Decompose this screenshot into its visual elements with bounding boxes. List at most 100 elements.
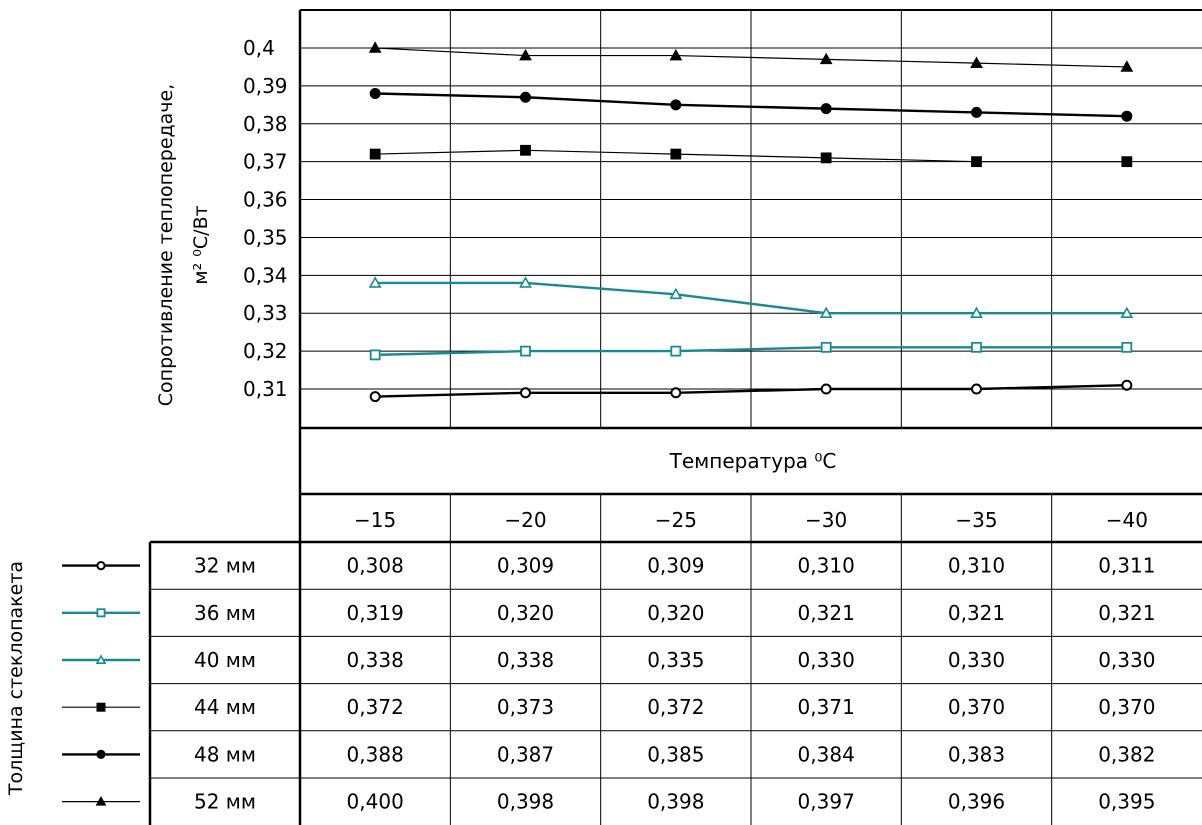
point-marker [1121,379,1133,391]
data-value-label: 0,319 [347,601,404,625]
data-value-label: 0,398 [647,790,704,814]
point-marker [369,148,381,160]
data-table: 32 мм 0,308 0,309 0,309 0,310 0,310 0,311 36 мм… [62,554,1202,814]
data-value-label: 0,371 [798,695,855,719]
data-value-label: 0,311 [1098,554,1155,578]
data-value-label: 0,320 [647,601,704,625]
series-line [375,281,1127,315]
y-tick-label: 0,38 [243,112,288,136]
legend-sample-1 [62,608,140,618]
data-value-label: 0,372 [647,695,704,719]
point-marker [670,345,682,357]
x-axis-label: Температура ⁰С [669,449,837,473]
table-header: −15 −20 −25 −30 −35 −40 [354,494,1148,825]
series-line [375,149,1127,163]
series-line [375,346,1127,357]
point-marker [96,561,106,571]
point-marker [1121,156,1133,168]
point-marker [670,148,682,160]
y-tick-label: 0,32 [243,339,288,363]
data-value-label: 0,310 [798,554,855,578]
data-value-label: 0,398 [497,790,554,814]
data-value-label: 0,372 [347,695,404,719]
point-marker [520,345,531,357]
category-label: −35 [955,508,997,532]
data-value-label: 0,382 [1098,742,1155,766]
point-marker [670,99,682,111]
data-value-label: 0,397 [798,790,855,814]
table-group-label: Толщина стеклопакета [5,561,27,796]
y-axis-label-line1: Сопротивление теплопередаче, [155,84,177,407]
series-line [375,47,1127,68]
point-marker [369,87,381,99]
data-value-label: 0,310 [948,554,1005,578]
point-marker [520,91,531,103]
point-marker [520,387,531,399]
y-tick-label: 0,37 [243,150,288,174]
data-value-label: 0,385 [647,742,704,766]
point-marker [970,306,983,319]
series-2 [368,276,1134,319]
point-marker [971,341,982,353]
data-value-label: 0,384 [798,742,855,766]
point-marker [1121,110,1133,122]
point-marker [820,341,832,353]
data-value-label: 0,321 [798,601,855,625]
point-marker [95,654,107,665]
series-0 [369,379,1133,403]
point-marker [519,48,532,61]
legend-sample-5 [62,795,140,806]
point-marker [820,383,832,395]
data-value-label: 0,321 [948,601,1005,625]
data-value-label: 0,308 [347,554,404,578]
point-marker [971,156,982,168]
series-name-label: 52 мм [194,790,256,814]
legend-sample-0 [62,561,140,571]
point-marker [95,795,107,806]
point-marker [368,276,382,288]
point-marker [820,152,832,164]
point-marker [520,144,531,156]
data-value-label: 0,330 [1098,648,1155,672]
series-line [375,384,1127,398]
data-value-label: 0,335 [647,648,704,672]
point-marker [1120,60,1134,72]
category-label: −40 [1106,508,1148,532]
point-marker [96,749,106,760]
data-value-label: 0,338 [497,648,554,672]
point-marker [670,387,682,399]
category-label: −20 [504,508,546,532]
y-tick-label: 0,33 [243,301,288,325]
legend-sample-4 [62,749,140,760]
data-value-label: 0,370 [1098,695,1155,719]
point-marker [669,287,683,300]
data-value-label: 0,387 [497,742,554,766]
legend-sample-3 [62,702,140,712]
series-name-label: 36 мм [194,601,256,625]
point-marker [669,48,683,61]
data-value-label: 0,321 [1098,601,1155,625]
category-label: −15 [354,508,396,532]
data-value-label: 0,373 [497,695,554,719]
series-1 [369,341,1133,361]
chart-series [368,41,1134,403]
series-name-label: 32 мм [194,554,256,578]
series-name-label: 40 мм [194,648,256,672]
point-marker [96,608,106,618]
series-name-label: 44 мм [194,695,256,719]
point-marker [971,106,982,118]
category-label: −30 [805,508,847,532]
point-marker [96,702,106,712]
data-value-label: 0,330 [798,648,855,672]
series-4 [369,87,1133,122]
point-marker [1120,306,1134,319]
data-value-label: 0,388 [347,742,404,766]
data-value-label: 0,338 [347,648,404,672]
legend-sample-2 [62,654,140,665]
y-tick-label: 0,4 [243,36,275,60]
y-tick-label: 0,34 [243,263,288,287]
point-marker [820,103,832,115]
point-marker [971,383,982,395]
point-marker [369,349,381,361]
